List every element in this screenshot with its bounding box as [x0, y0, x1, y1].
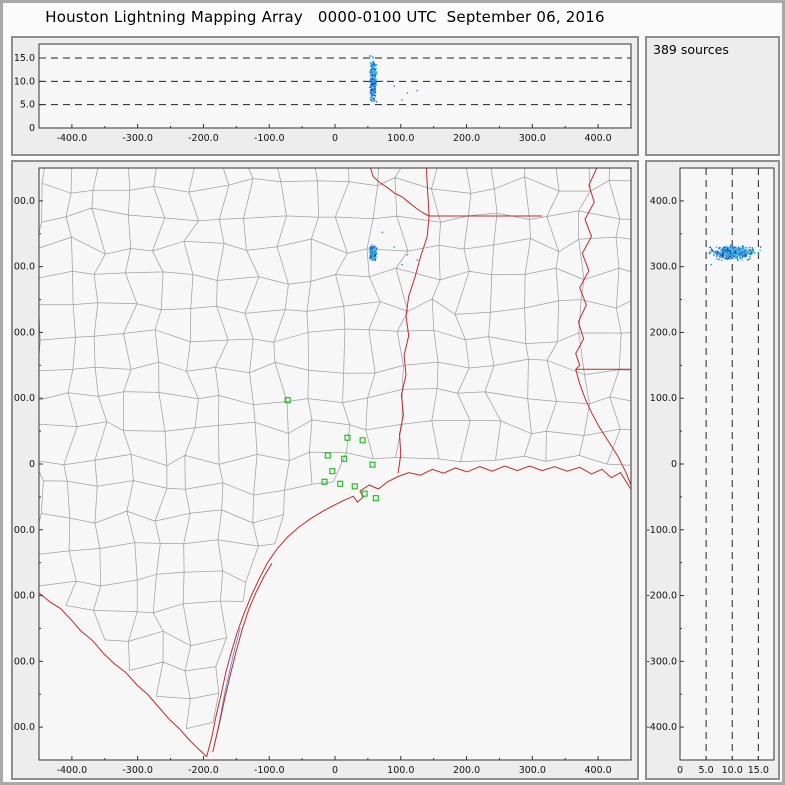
tick-label: 300.0	[650, 262, 677, 273]
tick-label: -200.0	[13, 591, 35, 602]
plan-axes: -400.0 -300.0 -200.0 -100.0 0 100.0 200.0 300.0…	[13, 196, 612, 776]
page-title: Houston Lightning Mapping Array 0000-010…	[45, 8, 605, 26]
tx-la-border	[397, 215, 430, 474]
ns-dashed-gridlines	[705, 168, 759, 760]
ns-source-points	[708, 231, 762, 266]
plan-source-points	[369, 231, 419, 266]
panel-ns-altitude: 0 5.0 10.0 15.0 400.0 300.0 200.0 100.0 0 -100.0 -…	[645, 160, 780, 780]
tick-label: 400.0	[585, 765, 612, 776]
tick-label: 300.0	[519, 765, 546, 776]
tick-label: -400.0	[57, 133, 88, 144]
tick-label: -100.0	[254, 765, 285, 776]
coastline	[206, 465, 631, 757]
red-river	[370, 168, 430, 217]
county-boundaries	[39, 168, 631, 730]
tick-label: 100.0	[387, 133, 414, 144]
panel-source-count: 389 sources	[645, 36, 780, 156]
tick-label: 300.0	[519, 133, 546, 144]
ns-altitude-plot: 0 5.0 10.0 15.0 400.0 300.0 200.0 100.0 0 -100.0 -…	[647, 167, 775, 776]
tick-label: -400.0	[647, 722, 677, 733]
tick-label: 5.0	[699, 765, 714, 776]
tick-label: 10.0	[14, 76, 35, 87]
ew-source-points	[369, 55, 419, 103]
tick-label: 0	[671, 459, 677, 470]
tick-label: 5.0	[20, 100, 35, 111]
tick-label: -200.0	[647, 591, 677, 602]
tick-label: 0	[29, 123, 35, 134]
barrier-island	[212, 563, 273, 753]
tick-label: -300.0	[122, 765, 153, 776]
ew-dashed-gridlines	[39, 57, 631, 106]
tick-label: 0	[29, 459, 35, 470]
tick-label: -100.0	[254, 133, 285, 144]
tick-label: -400.0	[57, 765, 88, 776]
tick-label: 400.0	[13, 196, 35, 207]
tick-label: 15.0	[748, 765, 769, 776]
tick-label: 100.0	[13, 393, 35, 404]
tick-label: 200.0	[453, 133, 480, 144]
tick-label: -200.0	[188, 765, 219, 776]
tick-label: 10.0	[722, 765, 743, 776]
tick-label: 200.0	[453, 765, 480, 776]
mississippi-river	[575, 168, 631, 486]
tick-label: -100.0	[647, 525, 677, 536]
tick-label: 100.0	[650, 393, 677, 404]
tick-label: 200.0	[650, 327, 677, 338]
tick-label: 0	[332, 133, 338, 144]
tick-label: 400.0	[585, 133, 612, 144]
tick-label: 200.0	[13, 327, 35, 338]
map-layers	[39, 168, 631, 758]
tick-label: -300.0	[647, 656, 677, 667]
tick-label: 15.0	[14, 53, 35, 64]
ew-axes: -400.0 -300.0 -200.0 -100.0 0 100.0 200.0 300.0…	[14, 53, 612, 144]
tick-label: -300.0	[13, 656, 35, 667]
lma-station-markers	[284, 397, 379, 502]
rio-grande	[39, 592, 208, 758]
plan-view-map: -400.0 -300.0 -200.0 -100.0 0 100.0 200.0 300.0…	[13, 167, 632, 776]
tick-label: 300.0	[13, 262, 35, 273]
panel-ew-altitude: -400.0 -300.0 -200.0 -100.0 0 100.0 200.0 300.0…	[11, 36, 639, 156]
tick-label: 400.0	[650, 196, 677, 207]
tick-label: 0	[677, 765, 683, 776]
tick-label: -400.0	[13, 722, 35, 733]
ns-axes: 0 5.0 10.0 15.0 400.0 300.0 200.0 100.0 0 -100.0 -…	[647, 196, 769, 776]
ew-altitude-plot: -400.0 -300.0 -200.0 -100.0 0 100.0 200.0 300.0…	[14, 43, 632, 144]
panel-plan-view: -400.0 -300.0 -200.0 -100.0 0 100.0 200.0 300.0…	[11, 160, 639, 780]
tick-label: -100.0	[13, 525, 35, 536]
tick-label: -300.0	[122, 133, 153, 144]
source-count-label: 389 sources	[653, 42, 729, 57]
tick-label: -200.0	[188, 133, 219, 144]
tick-label: 0	[332, 765, 338, 776]
ok-ar-border	[425, 168, 430, 217]
tick-label: 100.0	[387, 765, 414, 776]
